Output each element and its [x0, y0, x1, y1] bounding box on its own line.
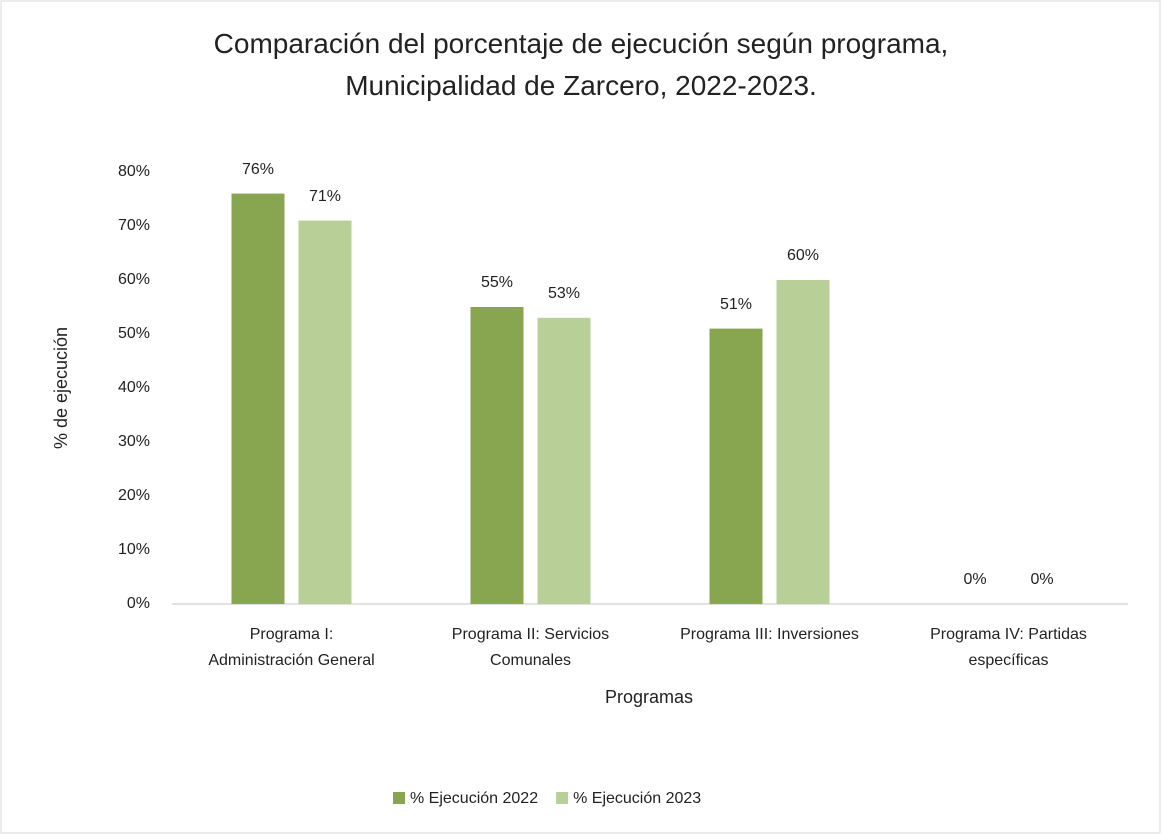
legend-swatch: [393, 792, 405, 804]
x-tick-label: Programa I: Administración General: [208, 626, 374, 669]
data-label: 60%: [787, 247, 819, 264]
bar: [776, 280, 830, 604]
x-tick-label: Programa II: Servicios Comunales: [452, 626, 609, 669]
bar: [470, 307, 524, 604]
data-label: 53%: [548, 285, 580, 302]
y-axis-title: % de ejecución: [51, 327, 71, 449]
data-label: 51%: [720, 296, 752, 313]
y-tick-label: 30%: [118, 433, 150, 450]
data-label: 71%: [309, 188, 341, 205]
x-axis-title: Programas: [605, 687, 693, 707]
bar: [298, 220, 352, 604]
data-label: 76%: [242, 161, 274, 178]
data-label: 0%: [1030, 571, 1053, 588]
legend-swatch: [556, 792, 569, 804]
y-tick-label: 10%: [118, 541, 150, 558]
y-tick-label: 20%: [118, 487, 150, 504]
bar: [231, 193, 285, 604]
y-tick-label: 0%: [127, 595, 150, 612]
legend-label: % Ejecución 2022: [410, 790, 538, 807]
y-tick-label: 70%: [118, 217, 150, 234]
data-label: 0%: [963, 571, 986, 588]
y-tick-label: 40%: [118, 379, 150, 396]
y-tick-label: 60%: [118, 271, 150, 288]
y-tick-label: 50%: [118, 325, 150, 342]
bar: [709, 328, 763, 604]
y-tick-label: 80%: [118, 163, 150, 180]
legend-label: % Ejecución 2023: [573, 790, 701, 807]
chart-title: Comparación del porcentaje de ejecución …: [214, 28, 949, 101]
bar: [537, 317, 591, 604]
x-tick-label: Programa IV: Partidas específicas: [930, 626, 1087, 669]
x-tick-label: Programa III: Inversiones: [680, 626, 859, 643]
data-label: 55%: [481, 274, 513, 291]
